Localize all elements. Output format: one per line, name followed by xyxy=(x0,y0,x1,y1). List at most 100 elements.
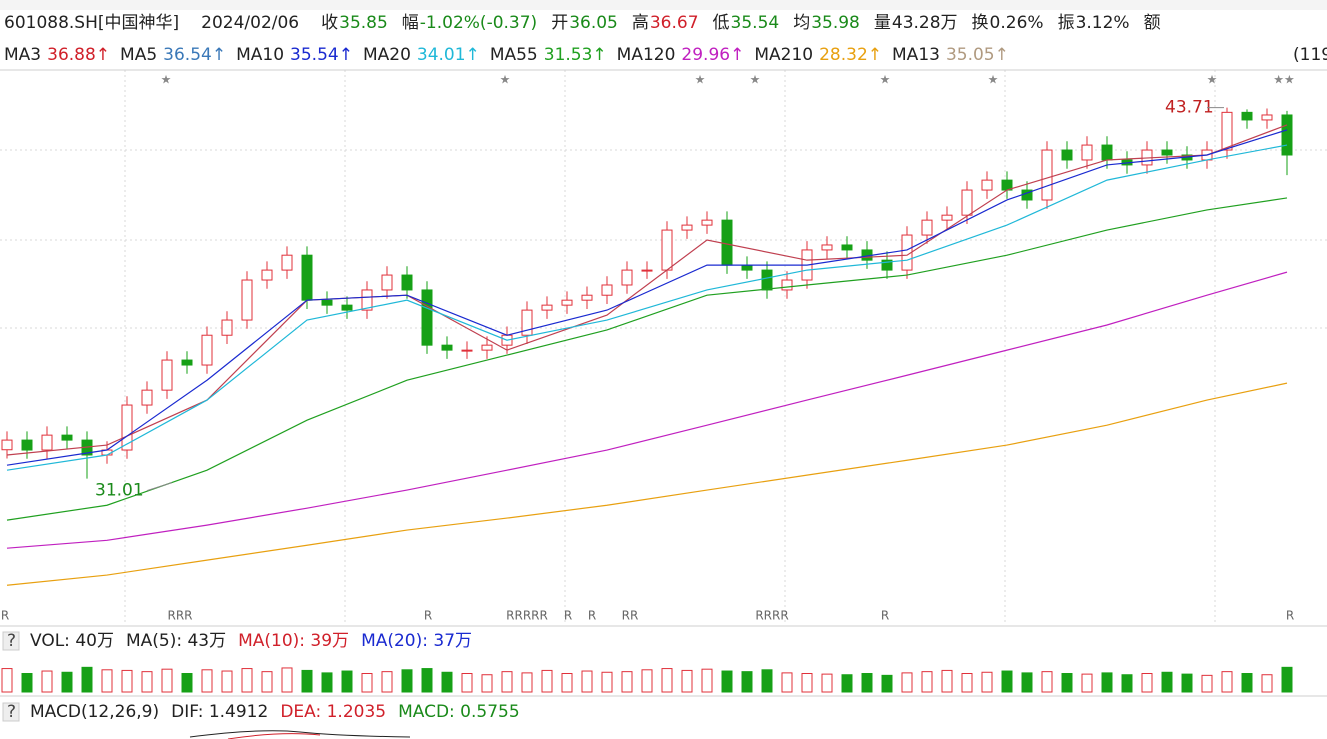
event-r: R xyxy=(588,609,596,623)
volume-bar xyxy=(1281,666,1293,693)
volume-bar xyxy=(1,668,13,693)
candle-body xyxy=(881,259,893,271)
volume-bar xyxy=(841,674,853,693)
volume-bar xyxy=(461,673,473,693)
label: 振 xyxy=(1058,13,1075,33)
volume-bar xyxy=(581,670,593,693)
help: ? xyxy=(7,702,16,722)
label: MA3 xyxy=(4,45,41,65)
candle-body xyxy=(361,289,373,311)
volume-bar xyxy=(701,668,713,693)
candle-body xyxy=(161,359,173,391)
help-box xyxy=(2,631,20,651)
volume-bar xyxy=(741,671,753,693)
label: MA(20): 37万 xyxy=(361,631,472,651)
volume-bar xyxy=(501,671,513,693)
candle-body xyxy=(1041,149,1053,201)
label: MA20 xyxy=(363,45,411,65)
volume-bar xyxy=(1201,674,1213,693)
event-star: ★ xyxy=(695,73,706,87)
candle-body xyxy=(821,244,833,251)
volume-bar xyxy=(281,667,293,693)
candle-body xyxy=(521,309,533,336)
event-star: ★ xyxy=(161,73,172,87)
event-r: R xyxy=(881,609,889,623)
candle-body xyxy=(621,269,633,286)
candle-body xyxy=(421,289,433,346)
label: 35.05↑ xyxy=(946,45,1009,65)
event-r: R xyxy=(424,609,432,623)
volume-bar xyxy=(821,673,833,693)
volume-bar xyxy=(981,671,993,693)
event-r: R xyxy=(1286,609,1294,623)
event-star: ★ xyxy=(988,73,999,87)
volume-bar xyxy=(861,673,873,693)
volume-bar xyxy=(41,670,53,693)
volume-bar xyxy=(661,668,673,693)
volume-bar xyxy=(181,673,193,693)
label: 额 xyxy=(1144,13,1161,33)
candle-body xyxy=(221,319,233,336)
toolbar-strip xyxy=(0,0,1327,10)
volume-bar xyxy=(341,670,353,693)
candle-body xyxy=(481,344,493,351)
label: -1.02%(-0.37) xyxy=(420,13,537,33)
candle-body xyxy=(401,274,413,291)
label: MA120 xyxy=(617,45,676,65)
label: 36.67 xyxy=(650,13,699,33)
candle-body xyxy=(781,279,793,291)
label: 3.12% xyxy=(1076,13,1130,33)
label: MA10 xyxy=(236,45,284,65)
volume-bar xyxy=(401,669,413,693)
volume-bar xyxy=(121,669,133,693)
label: 0.26% xyxy=(990,13,1044,33)
ma-line xyxy=(6,129,1288,466)
candle-body xyxy=(1061,149,1073,161)
candle-body xyxy=(441,344,453,351)
volume-bar xyxy=(21,673,33,693)
candle-body xyxy=(1221,111,1233,151)
volume-bar xyxy=(961,673,973,693)
volume-bar xyxy=(101,669,113,693)
label: DIF: 1.4912 xyxy=(171,702,268,722)
candle-body xyxy=(741,264,753,271)
candle-body xyxy=(341,304,353,311)
volume-bar xyxy=(1061,673,1073,693)
volume-bar xyxy=(1121,674,1133,693)
candle-body xyxy=(841,244,853,251)
ma-line xyxy=(6,271,1288,549)
low-label: 31.01 xyxy=(95,481,144,501)
label: MA210 xyxy=(754,45,813,65)
low-pointer xyxy=(146,482,173,492)
label: 收 xyxy=(321,13,338,33)
label: 36.05 xyxy=(569,13,618,33)
candle-body xyxy=(721,219,733,266)
label: 量 xyxy=(874,13,891,33)
volume-bar xyxy=(1101,672,1113,693)
event-r: RR xyxy=(622,609,639,623)
event-r: RRR xyxy=(167,609,192,623)
label: 开 xyxy=(551,13,568,33)
candle-body xyxy=(701,219,713,226)
event-r: RRRR xyxy=(755,609,788,623)
label: MACD: 0.5755 xyxy=(398,702,520,722)
event-r: R xyxy=(564,609,572,623)
event-star: ★ xyxy=(500,73,511,87)
label: 35.98 xyxy=(811,13,860,33)
candle-body xyxy=(681,224,693,231)
label: 换 xyxy=(972,13,989,33)
candle-body xyxy=(661,229,673,271)
volume-bar xyxy=(1161,671,1173,693)
volume-bar xyxy=(361,673,373,693)
candle-body xyxy=(1261,114,1273,121)
event-star: ★ xyxy=(1207,73,1218,87)
candle-body xyxy=(601,284,613,296)
volume-bar xyxy=(441,671,453,693)
label: MA55 xyxy=(490,45,538,65)
event-star: ★ xyxy=(750,73,761,87)
candle-body xyxy=(981,179,993,191)
candle-body xyxy=(181,359,193,366)
volume-bar xyxy=(1001,670,1013,693)
volume-bar xyxy=(321,672,333,693)
